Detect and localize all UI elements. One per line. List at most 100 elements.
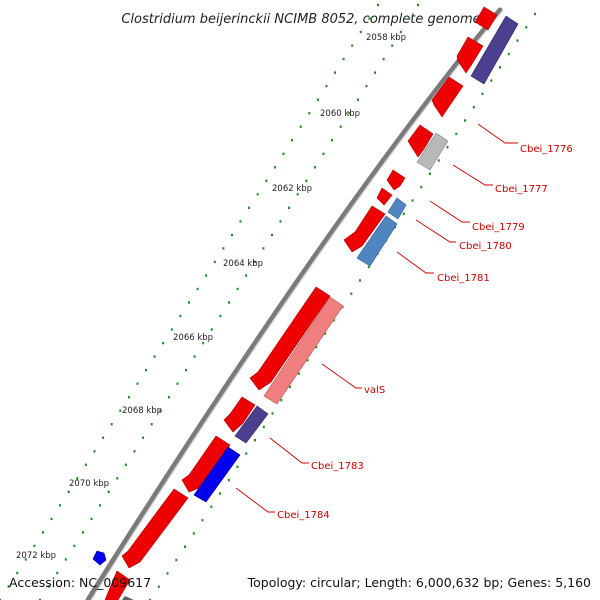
tick-mark [365,84,368,88]
cds-feature-vals[interactable] [263,296,344,405]
gene-label-cbei-1779[interactable]: Cbei_1779 [472,222,525,233]
tick-mark [42,531,44,534]
tick-mark [7,585,10,588]
genome-summary-text: Topology: circular; Length: 6,000,632 bp… [247,575,591,590]
cds-feature-cbei-1775[interactable] [470,15,519,85]
tick-mark [64,558,67,561]
tick-mark [107,490,110,493]
cds-feature[interactable] [104,570,131,600]
gene-label-cbei-1781[interactable]: Cbei_1781 [437,273,490,284]
tick-mark [382,57,385,61]
tick-mark [228,301,230,304]
tick-mark [202,341,205,345]
tick-mark [133,450,136,453]
tick-mark [47,585,50,588]
cds-feature[interactable] [376,187,393,206]
cds-feature-cbei-1781[interactable] [356,215,398,267]
genome-backbone-highlight [90,9,504,600]
tick-mark [402,212,405,215]
gene-label-cbei-1784[interactable]: Cbei_1784 [277,510,330,521]
tick-mark [159,409,162,412]
cds-feature[interactable] [121,488,189,569]
kbp-label: 2058 kbp [366,33,406,43]
tick-mark [265,179,268,182]
cds-feature-cbei-1777[interactable] [416,132,449,171]
tick-mark [145,368,147,372]
tick-mark [192,532,195,535]
gene-label-cbei-1776[interactable]: Cbei_1776 [520,144,573,155]
cds-feature-cbei-1783[interactable] [234,405,269,444]
tick-mark [305,179,308,182]
tick-mark [332,319,335,322]
tick-mark [297,372,300,375]
tick-mark [313,166,316,169]
tick-mark [136,382,139,385]
cds-feature[interactable] [223,396,256,433]
cds-feature-bottom[interactable] [122,596,134,600]
tick-mark [256,193,259,196]
tick-mark [116,477,119,480]
gene-label-cbei-1783[interactable]: Cbei_1783 [311,461,364,472]
tick-mark [170,328,173,331]
tick-mark [308,112,311,115]
cds-feature[interactable] [431,76,464,118]
tick-mark [67,490,70,493]
tick-mark [124,463,127,466]
tick-mark [368,17,371,20]
tick-mark [271,233,273,237]
cds-feature[interactable] [249,286,331,391]
tick-mark [446,146,449,149]
tick-mark [239,220,242,223]
cds-feature[interactable] [92,550,107,566]
tick-mark [213,260,216,264]
tick-mark [210,505,213,508]
kbp-ruler: 2058 kbp 2060 kbp 2062 kbp 2064 kbp 2066… [16,33,406,561]
tick-mark [219,492,221,495]
cds-feature[interactable] [343,205,386,253]
tick-mark [367,265,370,269]
kbp-label: 2068 kbp [122,406,162,416]
cds-feature-cbei-1779[interactable] [387,197,407,220]
cds-feature[interactable] [181,435,231,493]
tick-mark [73,544,76,548]
tick-mark [236,465,239,468]
tick-mark [507,52,510,56]
gene-label-cbei-1780[interactable]: Cbei_1780 [459,241,512,252]
tick-mark [196,287,199,291]
tick-mark [325,84,328,88]
tick-mark [377,3,379,7]
cds-feature[interactable] [474,6,498,31]
tick-mark [271,412,274,415]
tick-mark [184,545,186,548]
cds-feature[interactable] [456,36,484,74]
gene-callouts [235,123,518,513]
tick-mark [262,425,265,429]
gene-label-cbei-1777[interactable]: Cbei_1777 [495,184,548,195]
kbp-label: 2060 kbp [320,109,360,119]
tick-mark [90,517,93,521]
tick-mark [219,314,222,318]
tick-mark [399,30,402,34]
inner-strand-features [92,6,498,600]
tick-mark [334,71,336,74]
cds-feature[interactable] [386,169,406,191]
tick-mark [110,423,113,426]
tick-mark [296,193,299,196]
tick-mark [282,152,285,155]
tick-mark [348,112,351,115]
tick-mark [299,125,302,128]
tick-mark [93,450,96,453]
gene-label-vals[interactable]: valS [364,385,385,396]
tick-mark [455,132,458,136]
cds-feature[interactable] [407,124,434,158]
outer-strand-features [122,15,519,600]
tick-mark [245,452,248,455]
kbp-label: 2070 kbp [69,479,109,489]
tick-mark [149,598,151,600]
tick-mark [33,544,36,548]
cds-feature-cbei-1784[interactable] [193,446,241,503]
tick-mark [102,436,105,439]
kbp-label: 2072 kbp [16,551,56,561]
tick-mark [464,119,466,122]
